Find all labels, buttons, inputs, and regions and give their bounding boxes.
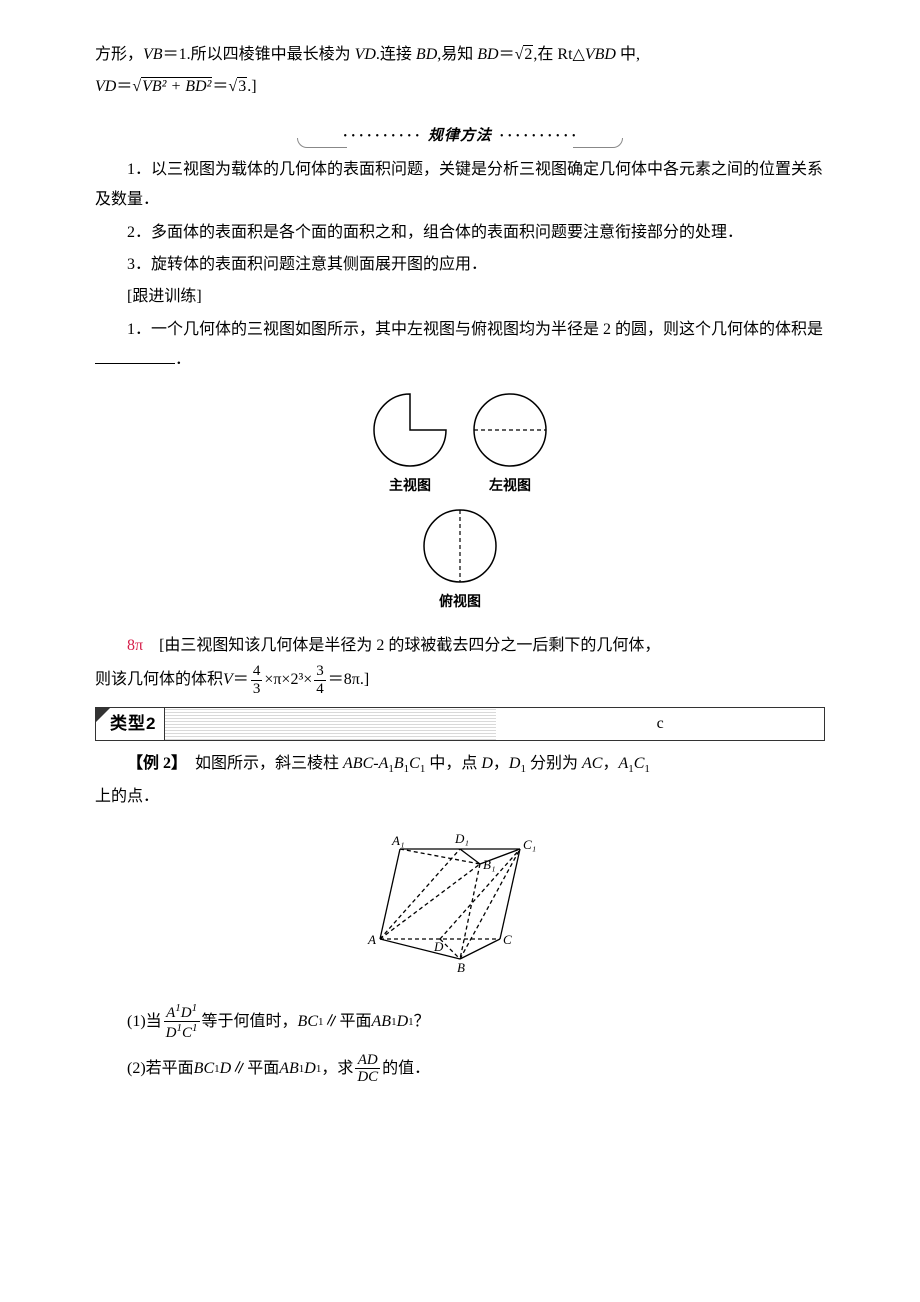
prism-figure: A₁ D₁ C₁ B₁ A D C B xyxy=(95,829,825,990)
label-a: A xyxy=(367,932,376,947)
left-view-icon xyxy=(470,390,550,470)
eq: ＝ xyxy=(233,665,249,695)
text: 方形， xyxy=(95,46,143,63)
main-view: 主视图 xyxy=(370,390,450,501)
rule-2: 2．多面体的表面积是各个面的面积之和，组合体的表面积问题要注意衔接部分的处理． xyxy=(95,218,825,248)
var-v: V xyxy=(223,665,233,695)
text: ＝ xyxy=(116,78,132,95)
top-view-label: 俯视图 xyxy=(439,590,481,617)
top-view-icon xyxy=(420,506,500,586)
frac-4-3: 43 xyxy=(251,663,263,697)
label-d: D xyxy=(433,939,444,954)
ex2-text-c: 分别为 xyxy=(526,755,582,772)
rule-3: 3．旋转体的表面积问题注意其侧面展开图的应用． xyxy=(95,250,825,280)
document-body: 方形，VB＝1.所以四棱锥中最长棱为 VD.连接 BD,易知 BD＝2,在 Rt… xyxy=(95,40,825,1086)
q2-d: 的值． xyxy=(382,1054,430,1084)
text: ,易知 xyxy=(437,46,477,63)
intro-line-2: VD＝VB² + BD²＝3.] xyxy=(95,72,825,102)
label-b: B xyxy=(457,960,465,975)
sqrt-expr: VB² + BD² xyxy=(132,72,212,102)
q1-b: 等于何值时， xyxy=(202,1007,298,1037)
explain-a: [由三视图知该几何体是半径为 2 的球被截去四分之一后剩下的几何体， xyxy=(143,637,660,654)
rules-divider: • • • • • • • • • • 规律方法 • • • • • • • •… xyxy=(95,121,825,143)
ex2-q1: (1)当A1D1D1C1等于何值时，BC1∥平面 AB1D1？ xyxy=(95,1002,825,1042)
text: .连接 xyxy=(376,46,416,63)
q2-c: ，求 xyxy=(321,1054,353,1084)
rule-1: 1．以三视图为载体的几何体的表面积问题，关键是分析三视图确定几何体中各元素之间的… xyxy=(95,155,825,216)
label-d1: D₁ xyxy=(454,831,469,846)
sqrt-3: 3 xyxy=(228,72,247,102)
prism-svg: A₁ D₁ C₁ B₁ A D C B xyxy=(360,829,560,979)
eq-8pi: ＝8π.] xyxy=(328,665,369,695)
text: ,在 Rt△ xyxy=(533,46,584,63)
frac-a1d1-d1c1: A1D1D1C1 xyxy=(164,1002,200,1042)
frac-ad-dc: ADDC xyxy=(355,1052,380,1086)
var-vb: VB xyxy=(143,46,163,63)
answer-result: 8π xyxy=(127,637,143,654)
example-2: 【例 2】 如图所示，斜三棱柱 ABC-A1B1C1 中，点 D，D1 分别为 … xyxy=(95,749,825,780)
top-view: 俯视图 xyxy=(420,506,500,617)
var-bd: BD xyxy=(416,46,437,63)
intro-line-1: 方形，VB＝1.所以四棱锥中最长棱为 VD.连接 BD,易知 BD＝2,在 Rt… xyxy=(95,40,825,70)
ex2-text-a: 如图所示，斜三棱柱 xyxy=(179,755,343,772)
divider-label: 规律方法 xyxy=(424,128,496,144)
q1-text: 1．一个几何体的三视图如图所示，其中左视图与俯视图均为半径是 2 的圆，则这个几… xyxy=(127,321,823,338)
left-view-label: 左视图 xyxy=(489,474,531,501)
times-text: ×π×2³× xyxy=(264,665,312,695)
q1-d: ？ xyxy=(414,1007,430,1037)
frac-3-4: 34 xyxy=(314,663,326,697)
ex2-text-b: 中，点 xyxy=(425,755,481,772)
example-label: 【例 2】 xyxy=(127,755,179,772)
answer-1-line2: 则该几何体的体积 V＝43×π×2³×34＝8π.] xyxy=(95,663,825,697)
type-badge: 类型2 xyxy=(96,708,165,740)
answer-1: 8π [由三视图知该几何体是半径为 2 的球被截去四分之一后剩下的几何体， xyxy=(95,631,825,661)
three-views-figure: 主视图 左视图 俯视图 xyxy=(95,390,825,617)
example-2-cont: 上的点． xyxy=(95,782,825,812)
type-label: 类型2 xyxy=(110,708,156,740)
label-a1: A₁ xyxy=(391,833,404,848)
q1-c: ∥平面 xyxy=(324,1007,372,1037)
explain-b: 则该几何体的体积 xyxy=(95,665,223,695)
type-left: 类型2 xyxy=(96,708,496,740)
text: ＝ xyxy=(212,78,228,95)
type-right: c xyxy=(496,708,824,740)
q2-b: ∥平面 xyxy=(231,1054,279,1084)
main-view-label: 主视图 xyxy=(389,474,431,501)
prism-name: ABC-A xyxy=(343,755,388,772)
q1-end: ． xyxy=(175,351,191,368)
follow-label: [跟进训练] xyxy=(95,282,825,312)
q2-a: (2)若平面 xyxy=(127,1054,194,1084)
label-b1: B₁ xyxy=(483,857,495,872)
text: .] xyxy=(247,78,256,95)
main-view-icon xyxy=(370,390,450,470)
question-1: 1．一个几何体的三视图如图所示，其中左视图与俯视图均为半径是 2 的圆，则这个几… xyxy=(95,315,825,376)
label-c1: C₁ xyxy=(523,837,536,852)
var-vd: VD xyxy=(355,46,376,63)
text: ＝ xyxy=(499,46,515,63)
var-vd: VD xyxy=(95,78,116,95)
var-vbd: VBD xyxy=(585,46,616,63)
sqrt-2: 2 xyxy=(515,40,534,70)
var-bd2: BD xyxy=(477,46,498,63)
left-view: 左视图 xyxy=(470,390,550,501)
answer-blank xyxy=(95,348,175,364)
text: 中, xyxy=(616,46,640,63)
ex2-q2: (2)若平面 BC1D∥平面 AB1D1，求ADDC的值． xyxy=(95,1052,825,1086)
label-c: C xyxy=(503,932,512,947)
q1-a: (1)当 xyxy=(127,1007,162,1037)
type-2-box: 类型2 c xyxy=(95,707,825,741)
text: ＝1.所以四棱锥中最长棱为 xyxy=(163,46,355,63)
